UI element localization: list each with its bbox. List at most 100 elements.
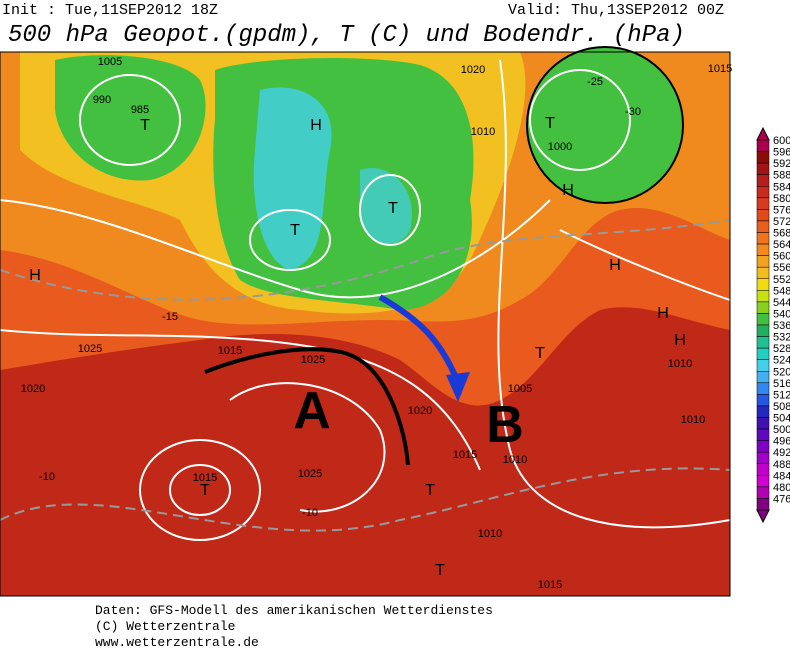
legend-label: 540 (773, 308, 790, 320)
footer-line: www.wetterzentrale.de (95, 635, 259, 648)
map-label: T (435, 562, 445, 579)
map-label: H (29, 267, 41, 284)
legend-swatch (756, 382, 770, 395)
map-label: T (388, 200, 398, 217)
legend-label: 500 (773, 424, 790, 436)
map-label: 1015 (453, 449, 477, 461)
legend-swatch (756, 313, 770, 326)
legend-swatch (756, 371, 770, 384)
map-label: 1025 (78, 343, 102, 355)
legend-swatch (756, 186, 770, 199)
legend-swatch (756, 266, 770, 279)
map-label: 1015 (538, 579, 562, 591)
legend-cap (756, 126, 770, 141)
map-label: H (657, 305, 669, 322)
legend-swatch (756, 417, 770, 430)
legend-swatch (756, 243, 770, 256)
legend-swatch (756, 139, 770, 152)
legend-label: 600 (773, 135, 790, 147)
map-label: 1015 (193, 472, 217, 484)
legend-swatch (756, 347, 770, 360)
map-label: -30 (625, 106, 641, 118)
legend-label: 484 (773, 470, 790, 482)
map-label: 1020 (408, 405, 432, 417)
map-label: -10 (39, 471, 55, 483)
annotation-b: B (486, 396, 524, 454)
legend-label: 480 (773, 482, 790, 494)
map-label: 1010 (471, 126, 495, 138)
map-label: 1000 (548, 141, 572, 153)
legend-label: 492 (773, 447, 790, 459)
map-label: 1015 (708, 63, 732, 75)
footer-line: Daten: GFS-Modell des amerikanischen Wet… (95, 603, 493, 618)
map-label: T (425, 482, 435, 499)
map-label: 1020 (461, 64, 485, 76)
map-label: 1010 (668, 358, 692, 370)
legend-swatch (756, 290, 770, 303)
legend-label: 592 (773, 158, 790, 170)
legend-label: 548 (773, 285, 790, 297)
legend-swatch (756, 486, 770, 499)
legend-swatch (756, 162, 770, 175)
map-label: -25 (587, 76, 603, 88)
legend-swatch (756, 301, 770, 314)
legend-label: 564 (773, 239, 790, 251)
map-label: 1015 (218, 345, 242, 357)
legend-label: 528 (773, 343, 790, 355)
legend-swatch (756, 440, 770, 453)
map-label: -10 (302, 507, 318, 519)
legend-label: 572 (773, 216, 790, 228)
legend-label: 584 (773, 181, 790, 193)
legend-swatch (756, 428, 770, 441)
legend-label: 536 (773, 320, 790, 332)
legend-label: 556 (773, 262, 790, 274)
init-time: Init : Tue,11SEP2012 18Z (2, 2, 218, 19)
map-label: T (140, 117, 150, 134)
legend-swatch (756, 232, 770, 245)
map-label: -15 (162, 311, 178, 323)
legend-swatch (756, 405, 770, 418)
legend-swatch (756, 255, 770, 268)
map-label: 990 (93, 94, 111, 106)
legend-swatch (756, 394, 770, 407)
legend-label: 532 (773, 332, 790, 344)
legend-swatch (756, 324, 770, 337)
legend-label: 576 (773, 204, 790, 216)
map-title: 500 hPa Geopot.(gpdm), T (C) und Bodendr… (8, 22, 685, 49)
map-label: H (674, 332, 686, 349)
map-label: 985 (131, 104, 149, 116)
legend-label: 508 (773, 401, 790, 413)
map-label: 1010 (503, 454, 527, 466)
legend-swatch (756, 336, 770, 349)
legend-label: 476 (773, 493, 790, 505)
map-label: 1010 (681, 414, 705, 426)
legend-label: 488 (773, 459, 790, 471)
legend-label: 560 (773, 251, 790, 263)
legend-label: 552 (773, 274, 790, 286)
legend-label: 496 (773, 436, 790, 448)
legend-label: 588 (773, 170, 790, 182)
legend-swatch (756, 463, 770, 476)
footer-line: (C) Wetterzentrale (95, 619, 235, 634)
legend-label: 504 (773, 413, 790, 425)
map-label: 1005 (508, 383, 532, 395)
legend-swatch (756, 209, 770, 222)
legend-label: 544 (773, 297, 790, 309)
legend-label: 512 (773, 389, 790, 401)
map-label: 1020 (21, 383, 45, 395)
legend-swatch (756, 498, 770, 511)
legend-swatch (756, 174, 770, 187)
legend-swatch (756, 220, 770, 233)
legend-swatch (756, 278, 770, 291)
map-label: 1005 (98, 56, 122, 68)
map-label: T (200, 482, 210, 499)
legend-swatch (756, 197, 770, 210)
legend-label: 568 (773, 228, 790, 240)
legend-label: 596 (773, 147, 790, 159)
map-label: 1025 (301, 354, 325, 366)
legend-cap (756, 509, 770, 524)
legend-swatch (756, 475, 770, 488)
map-label: T (290, 222, 300, 239)
annotation-a: A (293, 382, 331, 440)
